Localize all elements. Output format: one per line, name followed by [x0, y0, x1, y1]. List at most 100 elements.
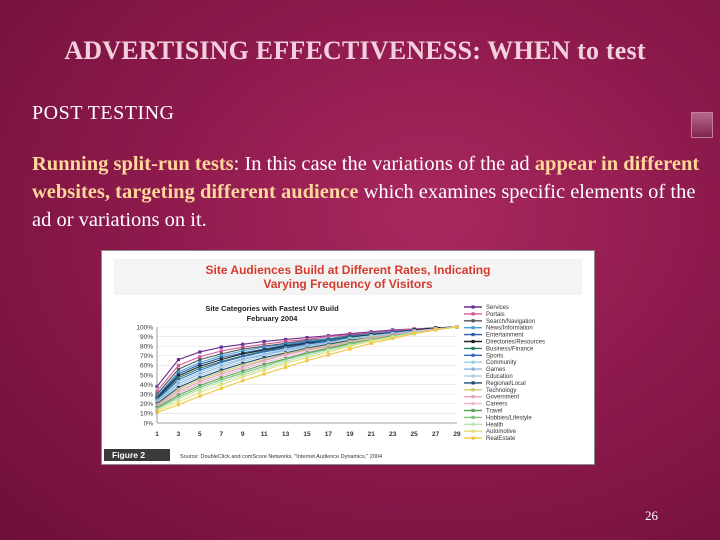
data-point	[241, 371, 245, 375]
data-point	[198, 394, 202, 398]
y-tick-label: 40%	[140, 382, 153, 389]
legend-marker	[471, 395, 475, 399]
y-tick-label: 100%	[136, 324, 153, 331]
data-point	[198, 364, 202, 368]
data-point	[176, 403, 181, 407]
data-point	[219, 352, 223, 356]
legend-label: News/Information	[486, 326, 533, 332]
legend-marker	[471, 326, 475, 330]
y-tick-label: 20%	[140, 401, 153, 408]
legend-label: Sports	[486, 353, 503, 359]
legend-label: Hobbies/Lifestyle	[486, 415, 532, 421]
legend-marker	[471, 353, 475, 357]
data-point	[241, 342, 245, 346]
legend-marker	[471, 360, 475, 364]
data-point	[198, 380, 202, 384]
figure-label: Figure 2	[112, 450, 145, 460]
data-point	[283, 355, 288, 359]
legend-label: Search/Navigation	[486, 319, 535, 325]
chart-figure: Site Audiences Build at Different Rates,…	[101, 250, 595, 465]
data-point	[219, 386, 223, 391]
legend-label: Government	[486, 395, 519, 401]
data-point	[198, 382, 202, 386]
data-point	[262, 364, 266, 368]
data-point	[262, 356, 266, 360]
chart-title-line-2: Varying Frequency of Visitors	[263, 277, 432, 291]
data-point	[176, 358, 181, 362]
data-point	[262, 339, 266, 343]
data-point	[305, 352, 309, 356]
data-point	[241, 352, 245, 356]
data-point	[198, 355, 202, 359]
data-point	[176, 374, 181, 378]
data-point	[326, 350, 331, 354]
legend-marker	[471, 415, 475, 419]
body-segment-1: : In this case the variations of the ad	[233, 153, 535, 175]
data-point	[198, 383, 202, 388]
data-point	[241, 365, 245, 369]
data-point	[305, 348, 309, 352]
y-tick-label: 50%	[140, 372, 153, 379]
data-point	[219, 368, 223, 372]
data-point	[283, 339, 288, 343]
data-point	[198, 360, 202, 365]
data-point	[176, 372, 181, 376]
data-point	[176, 387, 181, 391]
x-tick-label: 3	[177, 431, 181, 438]
data-point	[305, 354, 309, 358]
data-point	[219, 383, 223, 387]
data-point	[262, 372, 266, 376]
data-point	[176, 376, 181, 380]
data-point	[176, 380, 181, 384]
legend-label: Travel	[486, 409, 502, 415]
data-point	[198, 385, 202, 390]
data-point	[241, 373, 245, 377]
data-point	[176, 397, 181, 401]
data-point	[283, 358, 288, 362]
data-point	[283, 353, 288, 357]
data-point	[176, 363, 181, 367]
data-point	[198, 387, 202, 391]
legend-label: Community	[486, 360, 516, 366]
legend-marker	[471, 422, 475, 426]
legend-marker	[471, 402, 475, 406]
x-tick-label: 23	[389, 431, 397, 438]
legend-label: Directories/Resources	[486, 340, 545, 346]
data-point	[262, 368, 266, 372]
page-number: 26	[645, 508, 658, 523]
data-point	[283, 349, 288, 353]
data-point	[176, 400, 181, 404]
legend-marker	[471, 436, 475, 440]
y-tick-label: 70%	[140, 353, 153, 360]
y-tick-label: 80%	[140, 344, 153, 351]
data-point	[241, 369, 245, 373]
legend-marker	[471, 305, 475, 309]
legend-label: Careers	[486, 402, 507, 408]
data-point	[219, 349, 223, 353]
line-chart: Site Audiences Build at Different Rates,…	[102, 251, 594, 464]
data-point	[326, 335, 331, 339]
data-point	[219, 376, 223, 380]
data-point	[412, 332, 416, 336]
data-point	[262, 362, 266, 367]
data-point	[176, 395, 181, 399]
data-point	[176, 393, 181, 397]
data-point	[433, 328, 438, 332]
x-tick-label: 5	[198, 431, 202, 438]
x-tick-label: 9	[241, 431, 245, 438]
x-tick-label: 21	[368, 431, 376, 438]
x-tick-label: 27	[432, 431, 440, 438]
legend-marker	[471, 333, 475, 337]
data-point	[283, 337, 288, 342]
x-tick-label: 17	[325, 431, 333, 438]
x-tick-label: 15	[303, 431, 311, 438]
legend-marker	[471, 388, 475, 392]
data-point	[219, 372, 223, 376]
data-point	[241, 363, 245, 367]
x-tick-label: 19	[346, 431, 354, 438]
data-point	[219, 370, 223, 374]
data-point	[176, 367, 181, 371]
figure-source: Source: DoubleClick and comScore Network…	[180, 454, 382, 460]
x-tick-label: 29	[453, 431, 461, 438]
data-point	[241, 345, 245, 349]
